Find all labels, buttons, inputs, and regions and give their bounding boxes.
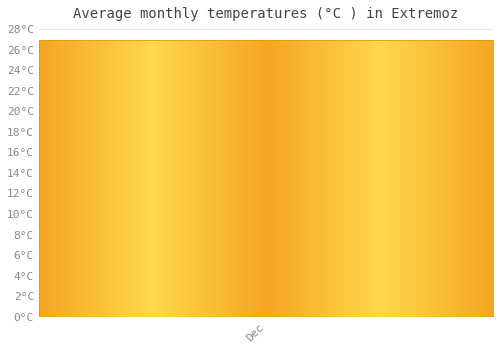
Title: Average monthly temperatures (°C ) in Extremoz: Average monthly temperatures (°C ) in Ex… [74, 7, 458, 21]
